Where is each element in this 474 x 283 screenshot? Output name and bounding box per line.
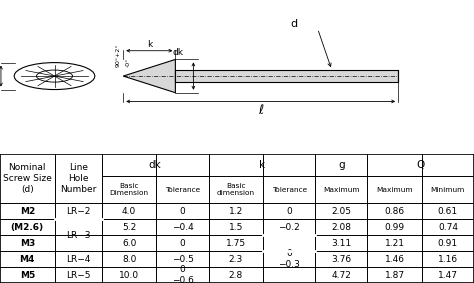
Polygon shape: [123, 59, 175, 93]
Text: −0.4: −0.4: [172, 223, 193, 231]
Text: 0.86: 0.86: [384, 207, 405, 216]
Text: 0.61: 0.61: [438, 207, 458, 216]
Text: 4.0: 4.0: [122, 207, 137, 216]
Text: 1.21: 1.21: [384, 239, 405, 248]
Text: Q: Q: [417, 160, 425, 170]
Text: 1.75: 1.75: [226, 239, 246, 248]
Text: LR−5: LR−5: [66, 271, 91, 280]
Text: 0
−0.3: 0 −0.3: [278, 249, 300, 269]
Text: 0: 0: [286, 207, 292, 216]
Text: −0.5: −0.5: [172, 254, 193, 263]
Text: 0.91: 0.91: [438, 239, 458, 248]
Text: Basic
dimension: Basic dimension: [217, 183, 255, 196]
Text: 3.76: 3.76: [331, 254, 351, 263]
Text: LR−3: LR−3: [66, 231, 91, 240]
Text: Tolerance: Tolerance: [272, 186, 307, 192]
Text: 2.8: 2.8: [228, 271, 243, 280]
Text: 4.72: 4.72: [331, 271, 351, 280]
Text: g: g: [338, 160, 345, 170]
Text: Maximum: Maximum: [323, 186, 360, 192]
Text: 8.0: 8.0: [122, 254, 137, 263]
Text: 1.5: 1.5: [228, 223, 243, 231]
Text: 3.11: 3.11: [331, 239, 351, 248]
Text: 6.0: 6.0: [122, 239, 137, 248]
Text: k: k: [146, 40, 152, 49]
Text: Maximum: Maximum: [376, 186, 413, 192]
Text: k: k: [259, 160, 265, 170]
Text: 0: 0: [180, 239, 185, 248]
Text: 90°+2°: 90°+2°: [116, 44, 121, 67]
Text: M2: M2: [19, 207, 35, 216]
Text: Nominal
Screw Size
(d): Nominal Screw Size (d): [3, 163, 52, 194]
Text: 0
−0.6: 0 −0.6: [172, 265, 193, 283]
Text: dk: dk: [173, 48, 184, 57]
Text: 2.05: 2.05: [331, 207, 351, 216]
Text: 1.16: 1.16: [438, 254, 458, 263]
Text: 1.46: 1.46: [384, 254, 405, 263]
Text: LR−2: LR−2: [66, 207, 91, 216]
Text: (M2.6): (M2.6): [11, 223, 44, 231]
Text: Basic
Dimension: Basic Dimension: [109, 183, 149, 196]
Text: Line
Hole
Number: Line Hole Number: [60, 163, 96, 194]
Text: d: d: [290, 19, 298, 29]
Text: M3: M3: [19, 239, 35, 248]
Text: 0: 0: [180, 207, 185, 216]
Text: 0.99: 0.99: [384, 223, 405, 231]
Text: 1.2: 1.2: [228, 207, 243, 216]
Text: Tolerance: Tolerance: [165, 186, 200, 192]
Text: M4: M4: [19, 254, 35, 263]
Text: -0°: -0°: [126, 58, 131, 67]
Text: 2.08: 2.08: [331, 223, 351, 231]
Text: 2.3: 2.3: [228, 254, 243, 263]
Bar: [175, 70, 398, 82]
Text: Minimum: Minimum: [431, 186, 465, 192]
Text: M5: M5: [19, 271, 35, 280]
Text: 10.0: 10.0: [119, 271, 139, 280]
Text: 0.74: 0.74: [438, 223, 458, 231]
Text: LR−4: LR−4: [66, 254, 91, 263]
Text: 1.47: 1.47: [438, 271, 458, 280]
Text: 1.87: 1.87: [384, 271, 405, 280]
Text: −0.2: −0.2: [278, 223, 300, 231]
Text: dk: dk: [149, 160, 162, 170]
Text: ℓ: ℓ: [258, 104, 263, 117]
Text: 5.2: 5.2: [122, 223, 137, 231]
